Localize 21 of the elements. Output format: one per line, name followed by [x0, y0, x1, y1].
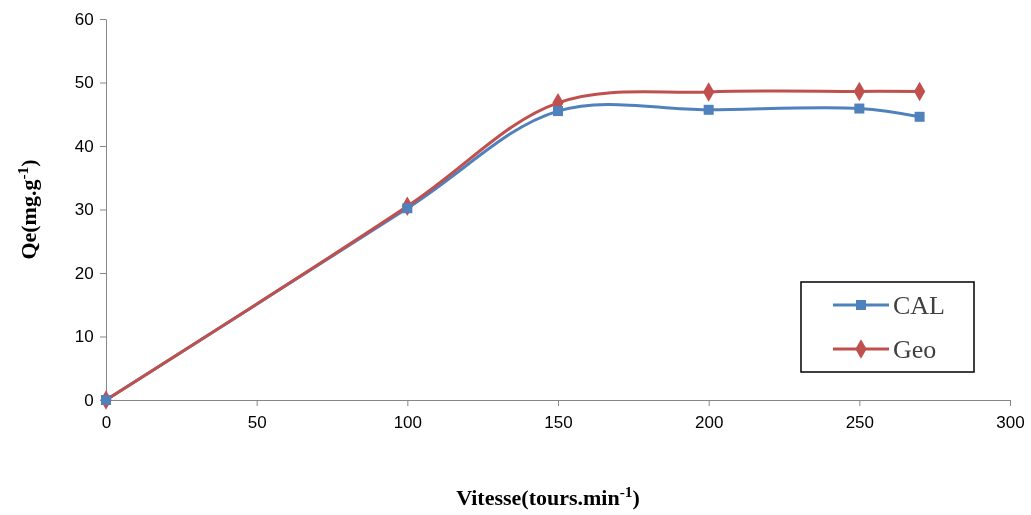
y-tick-label: 10 [74, 327, 94, 347]
x-tick-label: 100 [393, 412, 423, 432]
x-tick-label: 150 [544, 412, 573, 432]
y-tick-label: 50 [74, 73, 94, 93]
legend-label: Geo [893, 335, 937, 364]
point [553, 106, 563, 117]
y-tick-label: 20 [74, 263, 94, 283]
point [703, 104, 714, 115]
x-tick-label: 250 [845, 412, 875, 432]
x-tick-label: 300 [996, 412, 1025, 432]
y-tick-label: 30 [74, 200, 94, 220]
point [914, 111, 925, 122]
x-tick-label: 0 [101, 412, 112, 432]
x-axis-title: Vitesse(tours.min$^{-1}$) [456, 482, 640, 510]
point [854, 103, 865, 114]
x-tick-label: 50 [247, 412, 267, 432]
y-tick-label: 0 [84, 390, 94, 410]
y-tick-label: 40 [74, 136, 94, 156]
x-tick-label: 200 [694, 412, 724, 432]
legend-label: CAL [893, 291, 945, 320]
y-tick-label: 60 [74, 9, 94, 29]
